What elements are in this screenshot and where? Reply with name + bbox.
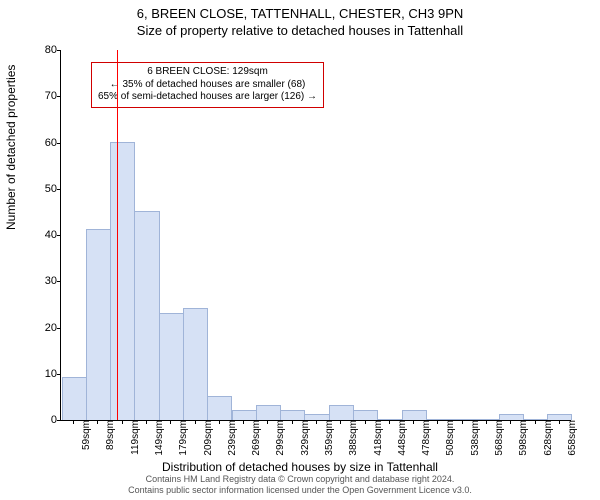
- annotation-line3: 65% of semi-detached houses are larger (…: [98, 91, 317, 104]
- xtick-mark: [316, 420, 317, 424]
- histogram-bar: [62, 377, 87, 420]
- xtick-label: 89sqm: [101, 420, 116, 450]
- xtick-label: 359sqm: [320, 420, 335, 456]
- chart-container: 6, BREEN CLOSE, TATTENHALL, CHESTER, CH3…: [0, 0, 600, 500]
- ytick-mark: [57, 235, 61, 236]
- xtick-label: 568sqm: [490, 420, 505, 456]
- xtick-mark: [365, 420, 366, 424]
- histogram-bar: [232, 410, 257, 420]
- histogram-bar: [353, 410, 378, 420]
- xtick-label: 59sqm: [77, 420, 92, 450]
- xtick-label: 209sqm: [199, 420, 214, 456]
- xtick-label: 239sqm: [223, 420, 238, 456]
- xtick-mark: [486, 420, 487, 424]
- ytick-mark: [57, 281, 61, 282]
- footer-line1: Contains HM Land Registry data © Crown c…: [0, 474, 600, 485]
- ytick-mark: [57, 189, 61, 190]
- xtick-mark: [292, 420, 293, 424]
- histogram-bar: [207, 396, 232, 420]
- xtick-mark: [389, 420, 390, 424]
- xtick-mark: [267, 420, 268, 424]
- annotation-line1: 6 BREEN CLOSE: 129sqm: [98, 66, 317, 79]
- xtick-label: 299sqm: [271, 420, 286, 456]
- xtick-mark: [195, 420, 196, 424]
- footer-line2: Contains public sector information licen…: [0, 485, 600, 496]
- histogram-bar: [134, 211, 159, 420]
- histogram-bar: [110, 142, 135, 421]
- xtick-label: 149sqm: [150, 420, 165, 456]
- xtick-label: 538sqm: [466, 420, 481, 456]
- xtick-label: 388sqm: [344, 420, 359, 456]
- histogram-bar: [329, 405, 354, 420]
- xtick-label: 448sqm: [393, 420, 408, 456]
- xtick-mark: [73, 420, 74, 424]
- ytick-mark: [57, 50, 61, 51]
- histogram-bar: [86, 229, 111, 420]
- ytick-mark: [57, 420, 61, 421]
- xtick-mark: [97, 420, 98, 424]
- histogram-bar: [159, 313, 184, 420]
- xtick-mark: [243, 420, 244, 424]
- annotation-line2: ← 35% of detached houses are smaller (68…: [98, 79, 317, 92]
- xtick-mark: [219, 420, 220, 424]
- title-sub: Size of property relative to detached ho…: [0, 21, 600, 38]
- annotation-box: 6 BREEN CLOSE: 129sqm ← 35% of detached …: [91, 62, 324, 108]
- ytick-mark: [57, 374, 61, 375]
- x-axis-label: Distribution of detached houses by size …: [0, 460, 600, 474]
- xtick-mark: [462, 420, 463, 424]
- plot-area: 6 BREEN CLOSE: 129sqm ← 35% of detached …: [60, 50, 571, 421]
- xtick-label: 119sqm: [126, 420, 141, 455]
- xtick-mark: [146, 420, 147, 424]
- xtick-label: 628sqm: [539, 420, 554, 456]
- histogram-bar: [280, 410, 305, 420]
- xtick-label: 179sqm: [174, 420, 189, 456]
- xtick-mark: [170, 420, 171, 424]
- xtick-mark: [122, 420, 123, 424]
- ytick-mark: [57, 96, 61, 97]
- histogram-bar: [256, 405, 281, 420]
- xtick-label: 269sqm: [247, 420, 262, 456]
- xtick-mark: [340, 420, 341, 424]
- xtick-mark: [510, 420, 511, 424]
- title-main: 6, BREEN CLOSE, TATTENHALL, CHESTER, CH3…: [0, 0, 600, 21]
- xtick-label: 329sqm: [296, 420, 311, 456]
- xtick-mark: [413, 420, 414, 424]
- ytick-mark: [57, 143, 61, 144]
- ytick-mark: [57, 328, 61, 329]
- reference-line: [117, 50, 118, 420]
- xtick-mark: [535, 420, 536, 424]
- xtick-mark: [437, 420, 438, 424]
- xtick-label: 418sqm: [369, 420, 384, 456]
- xtick-label: 658sqm: [563, 420, 578, 456]
- footer-attribution: Contains HM Land Registry data © Crown c…: [0, 474, 600, 496]
- y-axis-label: Number of detached properties: [4, 65, 18, 230]
- xtick-label: 508sqm: [441, 420, 456, 456]
- xtick-label: 598sqm: [514, 420, 529, 456]
- xtick-mark: [559, 420, 560, 424]
- xtick-label: 478sqm: [417, 420, 432, 456]
- histogram-bar: [402, 410, 427, 420]
- histogram-bar: [183, 308, 208, 420]
